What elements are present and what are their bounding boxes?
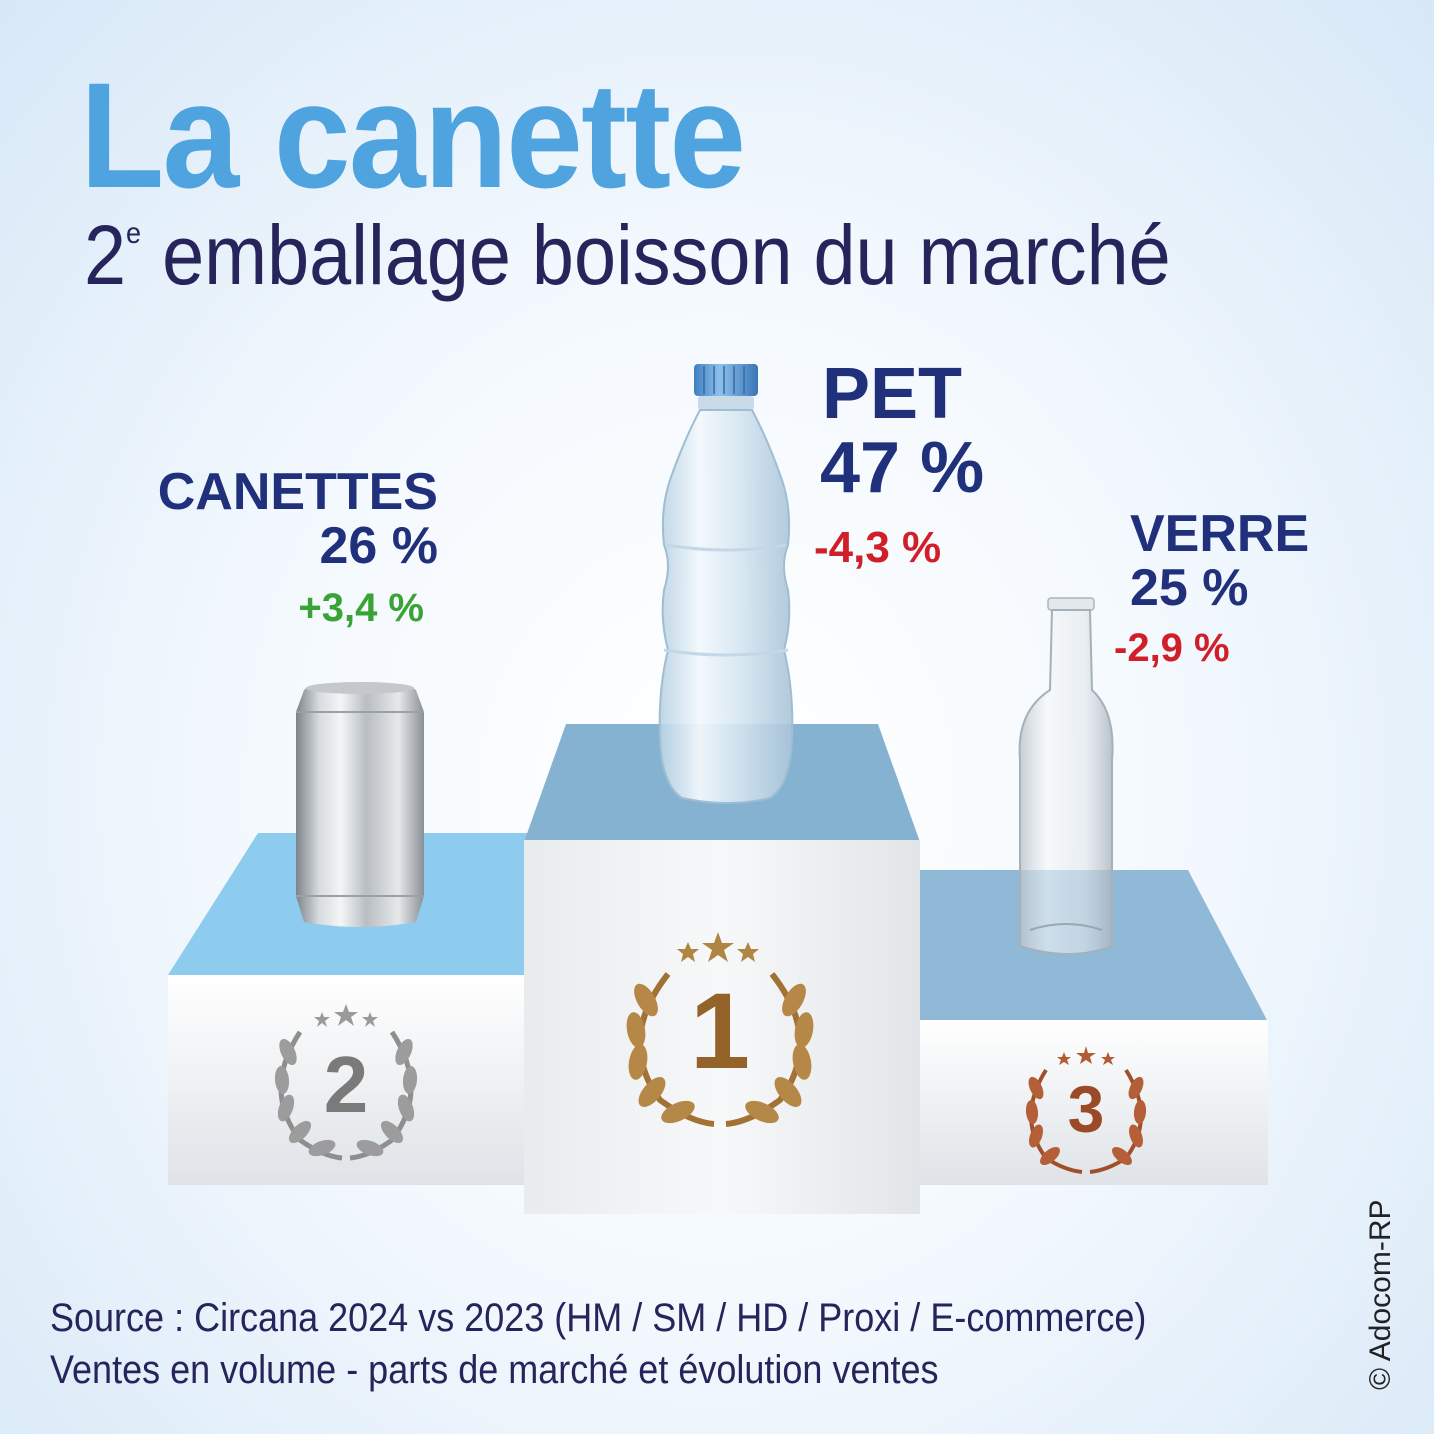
glass-bottle-image — [1018, 597, 1114, 955]
rank-3-number: 3 — [1068, 1072, 1105, 1146]
rank-1-laurel: 1 — [626, 932, 814, 1127]
subtitle-ordinal: 2 — [84, 208, 127, 302]
rank-2-number: 2 — [324, 1040, 369, 1129]
pet-share: 47 % — [820, 428, 985, 508]
verre-evolution: -2,9 % — [1114, 626, 1230, 670]
pet-evolution: -4,3 % — [814, 523, 942, 572]
subtitle-ordinal-suffix: e — [126, 217, 142, 250]
copyright-notice: © Adocom-RP — [1364, 1199, 1397, 1390]
source-note: Source : Circana 2024 vs 2023 (HM / SM /… — [50, 1292, 1146, 1396]
rank-3-laurel: 3 — [1025, 1046, 1147, 1174]
source-line-2: Ventes en volume - parts de marché et év… — [50, 1348, 939, 1392]
rank-1-number: 1 — [690, 970, 750, 1091]
pet-bottle-image — [658, 364, 794, 804]
canettes-label: CANETTES — [157, 463, 438, 521]
source-line-1: Source : Circana 2024 vs 2023 (HM / SM /… — [50, 1296, 1147, 1340]
rank-2-laurel: 2 — [274, 1004, 418, 1161]
pet-label: PET — [822, 354, 963, 434]
page-subtitle: 2e emballage boisson du marché — [84, 213, 1171, 297]
canettes-share: 26 % — [319, 517, 438, 575]
aluminium-can-image — [296, 682, 424, 927]
subtitle-text: emballage boisson du marché — [141, 208, 1171, 302]
podium-front-1 — [524, 840, 920, 1214]
podium-front-3 — [912, 1020, 1268, 1185]
podium-block-2 — [168, 833, 530, 1185]
podium-front-2 — [168, 975, 530, 1185]
verre-label: VERRE — [1130, 505, 1310, 563]
verre-share: 25 % — [1130, 559, 1249, 617]
page-title: La canette — [80, 51, 746, 219]
canettes-evolution: +3,4 % — [298, 586, 424, 630]
